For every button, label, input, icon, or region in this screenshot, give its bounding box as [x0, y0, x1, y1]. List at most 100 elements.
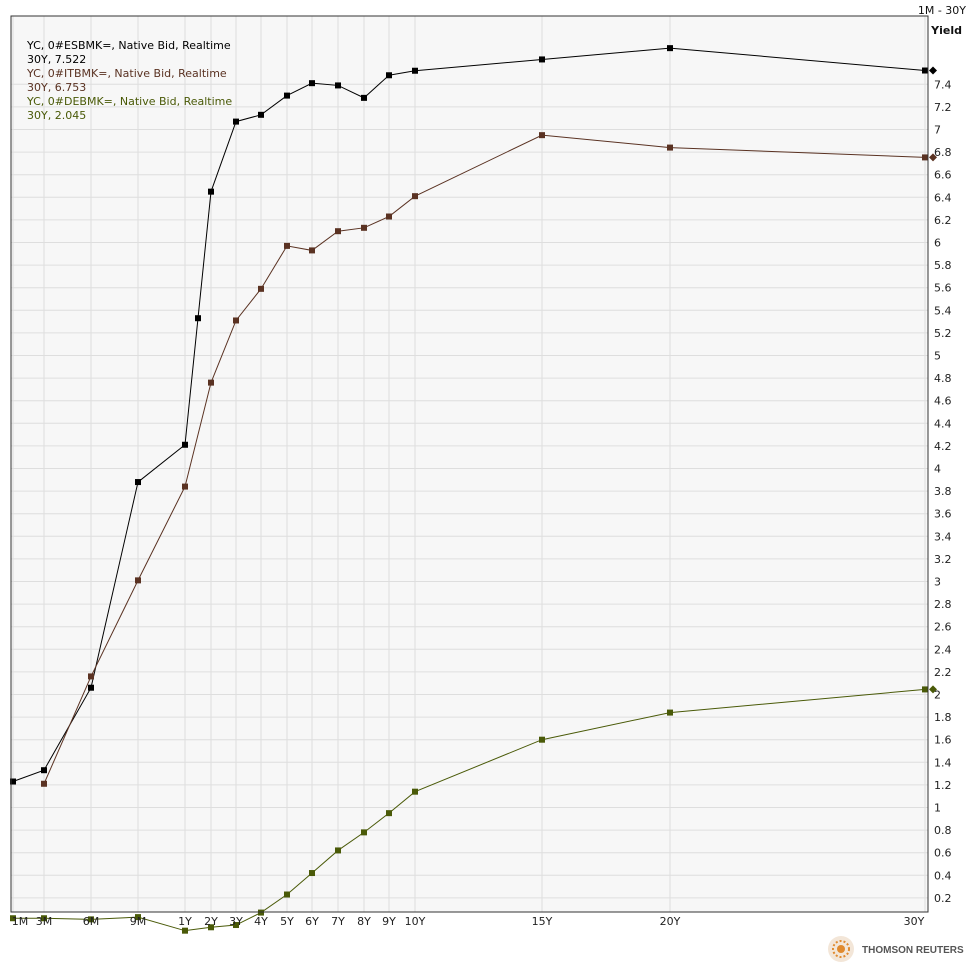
data-point	[309, 247, 315, 254]
y-tick-label: 5.4	[934, 304, 952, 317]
data-point	[412, 67, 418, 74]
data-point	[539, 736, 545, 743]
x-tick-label: 9M	[130, 915, 147, 928]
y-tick-label: 1.2	[934, 779, 952, 792]
y-tick-label: 0.8	[934, 824, 952, 837]
y-tick-label: 6	[934, 237, 941, 250]
data-point	[309, 80, 315, 87]
series-line	[43, 134, 926, 784]
x-tick-label: 20Y	[660, 915, 681, 928]
x-tick-label: 6M	[83, 915, 100, 928]
x-tick-label: 1M	[12, 915, 29, 928]
x-tick-label: 3Y	[229, 915, 243, 928]
data-point	[309, 870, 315, 877]
data-point	[667, 45, 673, 52]
y-tick-label: 4.6	[934, 395, 952, 408]
y-tick-label: 4	[934, 463, 941, 476]
data-point	[10, 915, 16, 922]
y-tick-label: 2.6	[934, 621, 952, 634]
data-point	[135, 914, 141, 921]
plot-frame	[10, 15, 929, 913]
x-tick-label: 30Y	[904, 915, 925, 928]
data-point	[335, 847, 341, 854]
data-point	[182, 483, 188, 490]
y-tick-label: 2.4	[934, 643, 952, 656]
y-tick-label: 5.2	[934, 327, 952, 340]
data-point	[41, 767, 47, 774]
legend-last-value: 30Y, 6.753	[27, 81, 86, 94]
series-lines	[10, 45, 937, 934]
x-tick-label: 5Y	[280, 915, 294, 928]
logo-text: THOMSON REUTERS	[862, 945, 964, 956]
x-tick-label: 8Y	[357, 915, 371, 928]
data-point	[539, 132, 545, 139]
x-tick-label: 6Y	[305, 915, 319, 928]
grid	[11, 16, 928, 912]
data-point	[208, 188, 214, 195]
y-tick-label: 0.6	[934, 847, 952, 860]
data-point	[41, 915, 47, 922]
series-3	[10, 685, 937, 934]
thomson-reuters-logo: THOMSON REUTERS	[828, 936, 964, 962]
data-point	[195, 315, 201, 322]
series-2	[41, 132, 937, 787]
y-tick-label: 2.2	[934, 666, 952, 679]
data-point	[258, 909, 264, 916]
data-point	[233, 922, 239, 929]
data-point	[361, 224, 367, 231]
last-value-marker	[929, 685, 937, 694]
legend-last-value: 30Y, 2.045	[27, 109, 86, 122]
series-line	[12, 47, 926, 782]
data-point	[258, 111, 264, 118]
y-tick-label: 6.8	[934, 146, 952, 159]
legend-last-value: 30Y, 7.522	[27, 53, 86, 66]
data-point	[258, 285, 264, 292]
data-point	[386, 72, 392, 79]
data-point	[361, 94, 367, 101]
legend-entry: YC, 0#ITBMK=, Native Bid, Realtime	[26, 67, 227, 80]
data-point	[386, 213, 392, 220]
thomson-reuters-logo-icon	[828, 936, 854, 962]
data-point	[284, 242, 290, 249]
y-tick-label: 1.8	[934, 711, 952, 724]
data-point	[922, 67, 928, 74]
y-tick-label: 3.2	[934, 553, 952, 566]
y-tick-label: 4.8	[934, 372, 952, 385]
data-point	[284, 891, 290, 898]
legend-entry: YC, 0#DEBMK=, Native Bid, Realtime	[26, 95, 232, 108]
y-tick-label: 2.8	[934, 598, 952, 611]
data-point	[182, 927, 188, 934]
x-tick-label: 1Y	[178, 915, 192, 928]
data-point	[88, 673, 94, 680]
y-axis-title: Yield	[930, 24, 962, 37]
x-tick-label: 10Y	[405, 915, 426, 928]
data-point	[135, 479, 141, 486]
y-tick-label: 5	[934, 350, 941, 363]
y-tick-label: 1	[934, 802, 941, 815]
y-tick-label: 5.8	[934, 259, 952, 272]
data-point	[335, 228, 341, 235]
data-point	[41, 780, 47, 787]
x-axis-ticks: 1M 3M 6M 9M 1Y 2Y 3Y 4Y 5Y 6Y 7Y 8Y 9Y 10Y 15Y 20Y 30Y	[12, 915, 925, 928]
data-point	[284, 92, 290, 99]
x-tick-label: 2Y	[204, 915, 218, 928]
y-tick-label: 3.8	[934, 485, 952, 498]
data-point	[88, 916, 94, 923]
y-tick-label: 0.4	[934, 869, 952, 882]
y-tick-label: 6.2	[934, 214, 952, 227]
x-tick-label: 15Y	[532, 915, 553, 928]
y-tick-label: 5.6	[934, 282, 952, 295]
data-point	[233, 317, 239, 324]
x-tick-label: 4Y	[254, 915, 268, 928]
series-1	[10, 45, 937, 785]
plot-area	[11, 16, 928, 912]
x-tick-label: 7Y	[331, 915, 345, 928]
data-point	[667, 709, 673, 716]
data-point	[922, 154, 928, 161]
data-point	[135, 577, 141, 584]
range-label: 1M - 30Y	[918, 4, 966, 17]
last-value-marker	[929, 66, 937, 75]
data-point	[335, 82, 341, 89]
